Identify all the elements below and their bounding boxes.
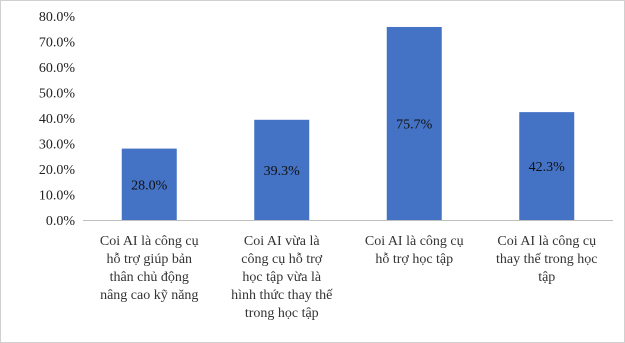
bar [519, 112, 575, 220]
x-category-label: hỗ trợ học tập [375, 252, 453, 267]
x-category-label: nâng cao kỹ năng [100, 288, 198, 303]
data-label: 42.3% [529, 160, 566, 175]
x-category-label: học tập vừa là [242, 270, 322, 285]
y-tick-label: 80.0% [39, 10, 76, 25]
bar [254, 119, 310, 220]
x-category-label: Coi AI là công cụ [100, 234, 199, 249]
x-category-label: thân chủ động [110, 270, 189, 285]
x-category-label: Coi AI là công cụ [365, 234, 464, 249]
y-axis: 0.0% 10.0% 20.0% 30.0% 40.0% 50.0% 60.0% 70.0% 8… [39, 10, 76, 229]
y-tick-label: 60.0% [39, 61, 76, 76]
y-tick-label: 40.0% [39, 112, 76, 127]
y-tick-label: 10.0% [39, 189, 76, 204]
bars: 28.0% 39.3% 75.7% 42.3% [121, 26, 575, 221]
x-category-label: Coi AI là công cụ [497, 234, 596, 249]
x-axis: Coi AI là công cụ hỗ trợ giúp bản thân chủ… [83, 220, 613, 321]
x-category-label: trong học tập [245, 306, 319, 321]
y-tick-label: 50.0% [39, 87, 76, 102]
bar [386, 26, 442, 221]
data-label: 39.3% [264, 164, 301, 179]
x-category-label: hỗ trợ giúp bản [106, 252, 192, 267]
x-category-label: tập [538, 270, 555, 285]
x-category-label: công cụ hỗ trợ [241, 252, 322, 267]
y-tick-label: 70.0% [39, 36, 76, 51]
x-category-label: hình thức thay thế [231, 288, 333, 303]
bar [121, 148, 177, 220]
y-tick-label: 30.0% [39, 138, 76, 153]
y-tick-label: 0.0% [46, 214, 76, 229]
data-label: 28.0% [131, 178, 168, 193]
data-label: 75.7% [396, 117, 433, 132]
x-category-label: Coi AI vừa là [244, 234, 320, 249]
x-category-label: thay thế trong học [496, 252, 597, 267]
y-tick-label: 20.0% [39, 163, 76, 178]
